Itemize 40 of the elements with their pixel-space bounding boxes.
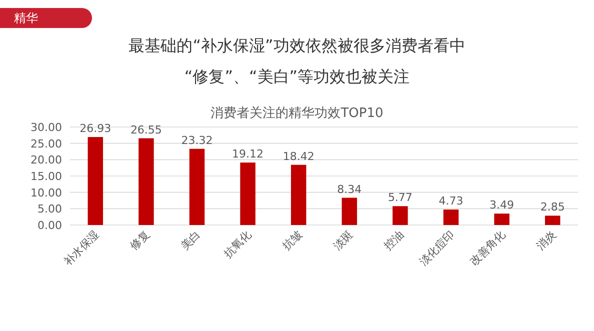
bar (189, 148, 205, 225)
x-tick-label: 消炎 (534, 228, 559, 253)
bar (544, 216, 560, 225)
y-tick-label: 0.00 (38, 219, 62, 232)
bar (240, 162, 256, 225)
y-tick-label: 5.00 (38, 202, 62, 216)
data-label: 26.55 (130, 123, 162, 136)
x-tick-label: 修复 (128, 228, 152, 253)
data-label: 8.34 (337, 182, 362, 196)
x-tick-label: 抗氧化 (221, 228, 254, 260)
y-tick-label: 25.00 (30, 137, 62, 150)
data-label: 23.32 (181, 134, 213, 147)
bar (88, 137, 104, 225)
bar (392, 206, 408, 225)
y-tick-label: 10.00 (30, 186, 62, 200)
data-label: 18.42 (282, 150, 314, 163)
x-tick-label: 淡化痘印 (416, 228, 458, 268)
x-tick-label: 补水保湿 (61, 228, 102, 268)
data-label: 19.12 (232, 148, 264, 161)
data-label: 26.93 (80, 122, 112, 136)
chart-title: 最基础的“补水保湿”功效依然被很多消费者看中 “修复”、“美白”等功效也被关注 (128, 36, 466, 86)
y-tick-label: 20.00 (30, 154, 62, 167)
data-label: 2.85 (540, 200, 565, 214)
x-tick-label: 改善角化 (468, 228, 508, 268)
data-label: 3.49 (490, 198, 514, 212)
y-tick-label: 15.00 (30, 170, 62, 183)
data-label: 4.73 (438, 194, 464, 208)
bar (443, 210, 459, 225)
x-tick-label: 淡斑 (330, 228, 356, 253)
data-label: 5.77 (388, 191, 412, 204)
chart-subtitle: 消费者关注的精华功效TOP10 (210, 106, 384, 121)
x-tick-label: 美白 (178, 228, 204, 253)
y-tick-label: 30.00 (30, 121, 62, 134)
bar (138, 138, 154, 225)
bar (494, 214, 510, 225)
x-tick-label: 抗皱 (280, 228, 305, 253)
text: 精华 (14, 11, 38, 25)
bar (290, 164, 306, 225)
bar (342, 198, 358, 225)
x-tick-label: 控油 (382, 228, 406, 253)
